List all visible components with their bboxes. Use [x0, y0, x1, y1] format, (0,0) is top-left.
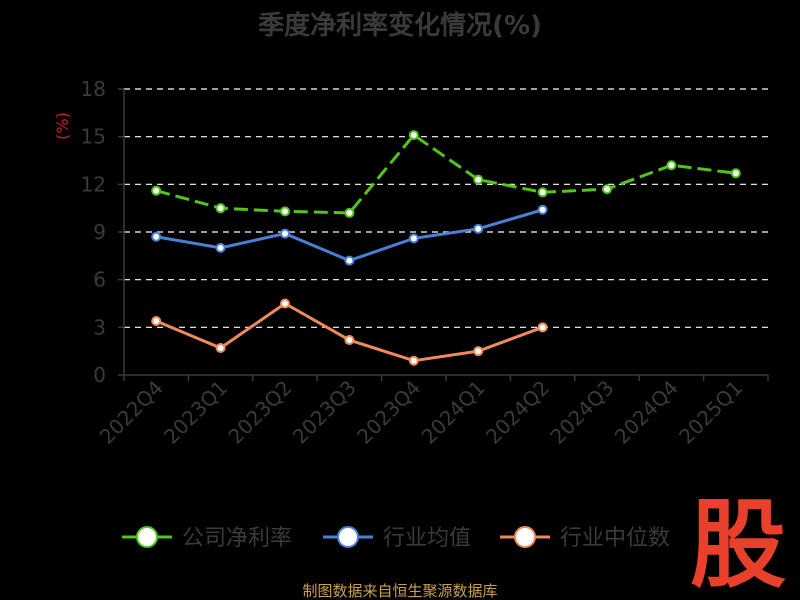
data-point[interactable]	[151, 185, 162, 196]
x-tick-label: 2023Q1	[159, 376, 232, 449]
legend-item[interactable]: 公司净利率	[122, 526, 292, 551]
y-tick-label: 0	[93, 363, 106, 387]
data-point[interactable]	[344, 207, 355, 218]
legend-label: 行业中位数	[560, 526, 670, 551]
x-tick-labels: 2022Q42023Q12023Q22023Q32023Q42024Q12024…	[95, 376, 748, 449]
x-tick-label: 2023Q2	[223, 376, 296, 449]
y-tick-label: 18	[81, 77, 106, 101]
series-3	[151, 298, 548, 366]
data-point[interactable]	[602, 184, 612, 195]
data-point[interactable]	[151, 315, 162, 326]
data-point[interactable]	[344, 255, 355, 266]
data-point[interactable]	[473, 174, 484, 185]
legend-item[interactable]: 行业均值	[323, 526, 471, 551]
data-point[interactable]	[215, 242, 226, 253]
legend-label: 公司净利率	[182, 526, 292, 551]
x-tick-label: 2023Q4	[352, 376, 425, 449]
data-point[interactable]	[537, 187, 548, 198]
x-tick-label: 2024Q1	[417, 376, 490, 449]
data-point[interactable]	[473, 346, 484, 357]
x-tick-label: 2024Q2	[481, 376, 554, 449]
legend-swatch-marker	[136, 526, 158, 548]
x-tick-label: 2025Q1	[674, 376, 747, 449]
x-tick-label: 2023Q3	[288, 376, 361, 449]
data-point[interactable]	[537, 322, 548, 333]
y-tick-label: 3	[93, 315, 106, 339]
data-point[interactable]	[408, 355, 419, 366]
legend-label: 行业均值	[383, 526, 471, 551]
axes	[118, 88, 769, 381]
data-point[interactable]	[215, 342, 226, 353]
data-point[interactable]	[280, 206, 290, 217]
grid-lines	[124, 88, 768, 328]
data-point[interactable]	[280, 228, 290, 239]
data-point[interactable]	[344, 335, 355, 346]
series-2	[151, 204, 548, 266]
data-point[interactable]	[215, 203, 226, 214]
data-source-note: 制图数据来自恒生聚源数据库	[302, 582, 497, 600]
legend-swatch-marker	[337, 526, 359, 548]
data-point[interactable]	[537, 204, 548, 215]
series-line	[155, 302, 544, 363]
data-point[interactable]	[473, 223, 484, 234]
y-tick-label: 9	[93, 220, 106, 244]
y-tick-label: 6	[93, 268, 106, 292]
data-point[interactable]	[730, 168, 741, 179]
data-point[interactable]	[280, 298, 290, 309]
legend-swatch-marker	[514, 526, 536, 548]
chart-title: 季度净利率变化情况(%)	[258, 10, 542, 41]
series-line	[155, 133, 736, 215]
y-axis-unit: (%)	[53, 112, 72, 140]
series-layer	[151, 130, 741, 366]
x-tick-label: 2024Q3	[545, 376, 618, 449]
y-tick-labels: 0 3 6 9 12 15 18	[81, 77, 106, 387]
legend[interactable]: 公司净利率 行业均值 行业中位数	[122, 526, 670, 551]
y-tick-label: 12	[81, 172, 106, 196]
y-tick-label: 15	[81, 125, 106, 149]
x-tick-label: 2024Q4	[610, 376, 683, 449]
legend-item[interactable]: 行业中位数	[500, 526, 670, 551]
data-point[interactable]	[408, 233, 419, 244]
data-point[interactable]	[666, 160, 677, 171]
series-1	[151, 130, 741, 218]
data-point[interactable]	[151, 231, 162, 242]
brand-logo-glyph: 股	[690, 489, 786, 600]
data-point[interactable]	[408, 130, 419, 141]
